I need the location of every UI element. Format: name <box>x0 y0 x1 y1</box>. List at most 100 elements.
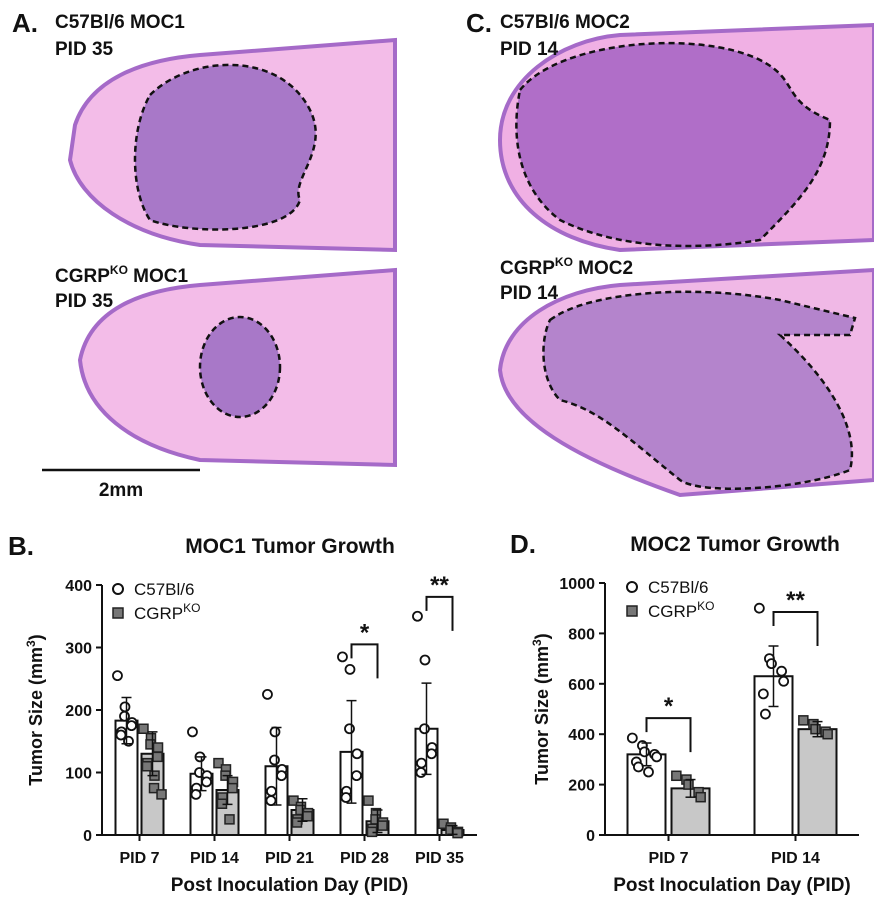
x-tick-label: PID 14 <box>190 850 239 867</box>
y-axis-label: Tumor Size (mm3) <box>530 633 552 784</box>
panel-label: CGRPKO MOC2 <box>500 255 633 279</box>
data-point <box>227 782 238 794</box>
y-tick-label: 0 <box>586 828 595 845</box>
data-point <box>776 665 787 677</box>
chart-title: MOC2 Tumor Growth <box>630 533 840 556</box>
data-point <box>302 811 313 822</box>
panel-letter: C. <box>466 8 492 38</box>
data-point <box>224 814 235 825</box>
histology-c <box>497 22 874 498</box>
data-point <box>288 795 299 806</box>
data-point <box>760 708 771 720</box>
data-point <box>152 742 164 753</box>
data-point <box>276 770 287 782</box>
y-tick-label: 600 <box>568 677 595 694</box>
legend-marker <box>626 605 638 617</box>
data-point <box>351 748 363 760</box>
significance-bracket <box>350 643 379 679</box>
data-point <box>753 602 765 614</box>
data-point <box>639 746 650 758</box>
data-point <box>810 723 821 735</box>
data-point <box>213 757 224 769</box>
y-tick-label: 300 <box>65 641 92 658</box>
significance-bracket <box>645 717 692 753</box>
panel-label: PID 35 <box>55 291 114 312</box>
data-point <box>377 820 388 831</box>
data-point <box>683 779 694 790</box>
data-point <box>671 770 682 782</box>
significance-bracket <box>772 610 819 646</box>
panel-label: CGRPKO MOC1 <box>55 263 189 287</box>
data-point <box>419 654 431 666</box>
data-point <box>126 720 137 732</box>
legend-label: C57Bl/6 <box>134 580 194 599</box>
y-tick-label: 100 <box>65 766 92 783</box>
data-point <box>115 729 127 741</box>
data-point <box>340 792 352 803</box>
legend-marker <box>626 581 638 593</box>
data-point <box>412 610 423 622</box>
y-tick-label: 400 <box>568 727 595 744</box>
data-point <box>156 789 167 800</box>
error-bar <box>297 798 308 822</box>
data-point <box>415 767 427 778</box>
data-point <box>141 761 153 772</box>
x-tick-label: PID 7 <box>119 850 159 867</box>
y-tick-label: 200 <box>65 703 92 720</box>
significance-label: ** <box>786 587 805 614</box>
panel-label: PID 14 <box>500 39 559 60</box>
data-point <box>822 728 833 740</box>
panel-letter: D. <box>510 529 536 559</box>
x-axis-label: Post Inoculation Day (PID) <box>613 875 851 896</box>
significance-label: ** <box>430 572 449 599</box>
panel-label: PID 35 <box>55 39 114 60</box>
y-tick-label: 800 <box>568 626 595 643</box>
error-bar <box>222 774 233 806</box>
panel-label: PID 14 <box>500 283 559 304</box>
legend-marker <box>112 607 124 619</box>
panel-label: C57Bl/6 MOC2 <box>500 12 630 33</box>
data-point <box>337 651 348 663</box>
data-point <box>269 754 280 766</box>
data-point <box>269 726 281 738</box>
y-tick-label: 400 <box>65 578 92 595</box>
data-point <box>419 723 430 735</box>
y-tick-label: 0 <box>83 828 92 845</box>
legend-label: C57Bl/6 <box>648 578 708 597</box>
x-tick-label: PID 35 <box>415 850 464 867</box>
data-point <box>119 701 131 713</box>
data-point <box>152 751 163 763</box>
significance-label: * <box>360 619 370 646</box>
data-point <box>148 782 160 794</box>
error-bar <box>271 726 282 806</box>
data-point <box>757 688 769 700</box>
error-bar <box>641 742 652 767</box>
data-point <box>201 776 212 788</box>
data-point <box>351 770 362 782</box>
panel-letter: B. <box>8 531 34 561</box>
data-point <box>363 795 374 806</box>
panel-letter: A. <box>12 8 38 38</box>
data-point <box>416 757 427 769</box>
data-point <box>426 748 437 760</box>
chart-title: MOC1 Tumor Growth <box>185 535 395 558</box>
error-bar <box>812 720 823 738</box>
legend-label: CGRPKO <box>134 601 200 623</box>
bar <box>797 728 838 836</box>
panel-label: C57Bl/6 MOC1 <box>55 12 185 33</box>
data-point <box>344 663 356 675</box>
significance-bracket <box>425 595 454 631</box>
error-bar <box>196 756 207 792</box>
error-bar <box>372 809 383 834</box>
error-bar <box>346 699 357 804</box>
y-axis-label: Tumor Size (mm3) <box>24 634 46 785</box>
x-axis-label: Post Inoculation Day (PID) <box>171 875 409 896</box>
x-tick-label: PID 21 <box>265 850 314 867</box>
data-point <box>190 788 202 800</box>
error-bar <box>768 645 779 708</box>
data-point <box>291 817 303 828</box>
data-point <box>262 688 273 700</box>
error-bar <box>421 682 432 776</box>
scale-bar-label: 2mm <box>99 480 143 501</box>
